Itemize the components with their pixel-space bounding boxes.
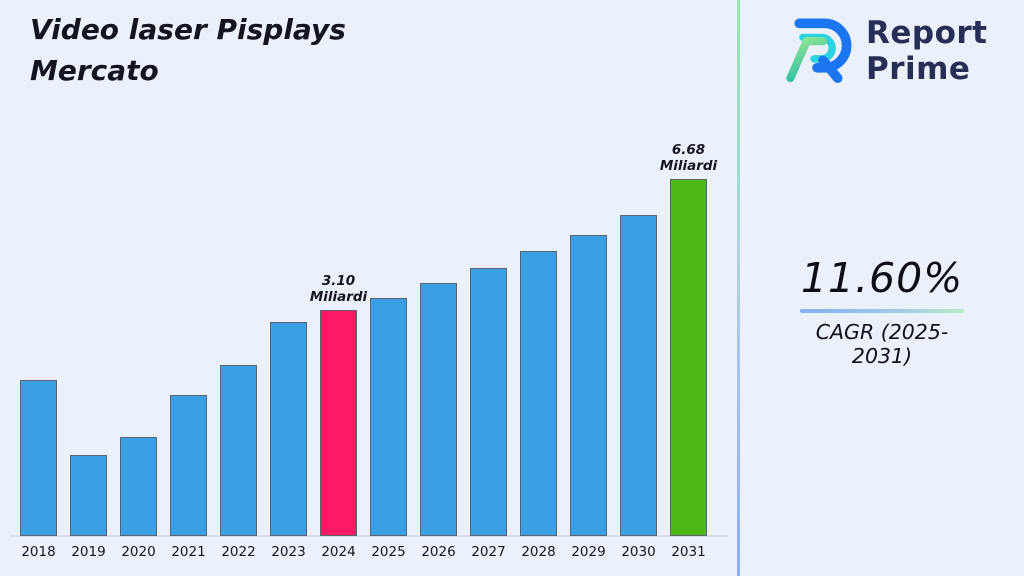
page-title-line1: Video laser Pisplays — [30, 13, 346, 46]
bar-2025 — [370, 298, 407, 536]
bar-cell-2030: 2030 — [620, 215, 657, 560]
bar-cell-2028: 2028 — [520, 251, 557, 560]
bar-2030 — [620, 215, 657, 536]
bar-2023 — [270, 322, 307, 536]
cagr-value: 11.60% — [800, 254, 964, 302]
bar-2024 — [320, 310, 357, 536]
bar-cell-2023: 2023 — [270, 322, 307, 560]
x-tick-label-2026: 2026 — [421, 544, 456, 560]
logo-text-line1: Report — [866, 15, 988, 52]
bar-cell-2021: 2021 — [170, 395, 207, 560]
x-tick-label-2028: 2028 — [521, 544, 556, 560]
bar-value-label-2031: 6.68 Miliardi — [659, 142, 718, 175]
bar-2027 — [470, 268, 507, 536]
bar-cell-2022: 2022 — [220, 365, 257, 560]
bar-cell-2019: 2019 — [70, 455, 107, 560]
x-axis-baseline — [10, 535, 728, 537]
bar-cell-2018: 2018 — [20, 380, 57, 560]
x-tick-label-2025: 2025 — [371, 544, 406, 560]
bar-cell-2029: 2029 — [570, 235, 607, 560]
bar-cell-2026: 2026 — [420, 283, 457, 560]
x-tick-label-2023: 2023 — [271, 544, 306, 560]
bar-2022 — [220, 365, 257, 536]
bar-2020 — [120, 437, 157, 536]
bar-cell-2031: 6.68 Miliardi 2031 — [660, 142, 717, 560]
report-prime-logo: Report Prime — [780, 10, 988, 94]
divider-line — [737, 0, 740, 576]
bar-2029 — [570, 235, 607, 536]
x-tick-label-2022: 2022 — [221, 544, 256, 560]
bar-value-label-2024: 3.10 Miliardi — [309, 273, 368, 306]
bar-2026 — [420, 283, 457, 536]
x-tick-label-2031: 2031 — [671, 544, 706, 560]
bar-2018 — [20, 380, 57, 536]
bar-cell-2027: 2027 — [470, 268, 507, 560]
x-tick-label-2030: 2030 — [621, 544, 656, 560]
bar-cell-2020: 2020 — [120, 437, 157, 560]
page-title: Video laser Pisplays Mercato — [30, 10, 346, 91]
report-prime-logo-text: Report Prime — [866, 15, 988, 88]
x-tick-label-2024: 2024 — [321, 544, 356, 560]
bar-chart: 2018 2019 2020 2021 2022 2023 3.10 Miliardi 2024… — [20, 140, 717, 560]
page-title-line2: Mercato — [30, 53, 159, 87]
x-tick-label-2020: 2020 — [121, 544, 156, 560]
bar-cell-2025: 2025 — [370, 298, 407, 560]
cagr-underline-rule — [800, 309, 964, 313]
bar-2021 — [170, 395, 207, 536]
bar-2019 — [70, 455, 107, 536]
cagr-block: 11.60% CAGR (2025-2031) — [800, 254, 964, 368]
logo-text-line2: Prime — [866, 51, 971, 87]
report-prime-logo-icon — [780, 10, 854, 94]
cagr-label: CAGR (2025-2031) — [815, 320, 949, 368]
x-tick-label-2019: 2019 — [71, 544, 106, 560]
x-tick-label-2029: 2029 — [571, 544, 606, 560]
bar-2028 — [520, 251, 557, 536]
x-tick-label-2021: 2021 — [171, 544, 206, 560]
x-tick-label-2018: 2018 — [21, 544, 56, 560]
bar-2031 — [670, 179, 707, 536]
bar-cell-2024: 3.10 Miliardi 2024 — [310, 273, 367, 560]
x-tick-label-2027: 2027 — [471, 544, 506, 560]
